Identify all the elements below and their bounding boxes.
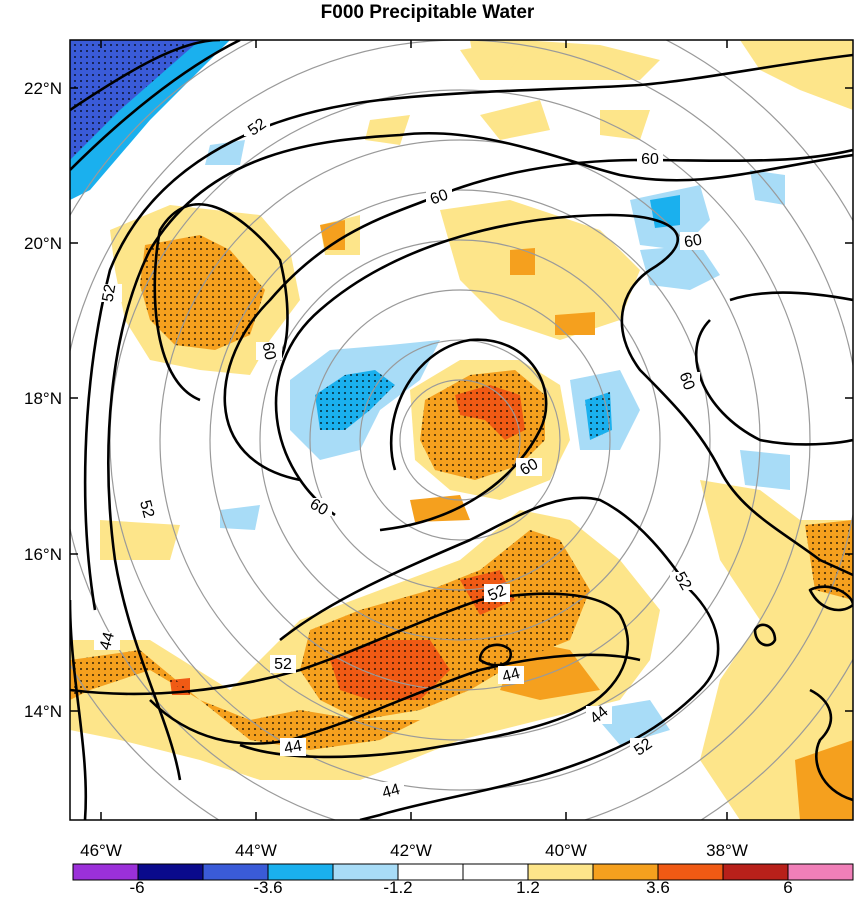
positive-anomaly-region (510, 248, 535, 275)
positive-anomaly-region (440, 200, 640, 340)
positive-anomaly-region (480, 100, 550, 140)
lon-label: 44°W (235, 841, 277, 860)
significance-stipple (70, 40, 853, 750)
colorbar-label: -1.2 (383, 878, 412, 897)
contour-label: 52 (486, 582, 509, 605)
positive-anomaly-region (470, 40, 530, 70)
positive-anomaly-region (740, 40, 853, 110)
contour-labels: 52 60 60 60 60 60 60 60 52 52 52 44 52 5… (94, 115, 706, 802)
stipple-region (70, 40, 200, 160)
contour-line (83, 53, 853, 611)
colorbar-labels: -6 -3.6 -1.2 1.2 3.6 6 (129, 878, 792, 897)
stipple-region (805, 520, 853, 600)
lon-label: 38°W (706, 841, 748, 860)
contour-line (729, 291, 853, 302)
lon-ticks (100, 40, 728, 820)
contour-label: 44 (283, 738, 304, 758)
contour-label: 52 (100, 283, 120, 304)
contour-line (70, 599, 88, 820)
negative-anomaly-region (740, 450, 790, 490)
contour-label: 44 (500, 665, 522, 686)
lat-label: 22°N (24, 79, 62, 98)
colorbar-swatch (137, 863, 204, 881)
lat-label: 14°N (24, 702, 62, 721)
positive-anomaly-region (600, 110, 650, 140)
colorbar-label: 1.2 (516, 878, 540, 897)
contour-line (70, 40, 241, 171)
contour-line (153, 203, 289, 402)
colorbar-label: 3.6 (646, 878, 670, 897)
stipple-region (70, 650, 420, 750)
colorbar (72, 863, 854, 881)
contour-label: 52 (671, 569, 695, 593)
lon-labels: 46°W 44°W 42°W 40°W 38°W (80, 841, 748, 860)
stipple-region (300, 530, 590, 720)
positive-anomaly-region (320, 220, 345, 250)
contour-line (379, 338, 548, 532)
contour-line (478, 643, 513, 667)
negative-anomaly-region (750, 170, 785, 205)
lat-ticks (70, 87, 853, 712)
plot-frame (69, 39, 854, 821)
map-title: F000 Precipitable Water (320, 2, 535, 23)
positive-anomaly-region (365, 115, 410, 145)
contour-label: 44 (380, 781, 402, 802)
map-plot-area: 52 60 60 60 60 60 60 60 52 52 52 44 52 5… (70, 40, 853, 820)
contour-label: 60 (517, 456, 541, 480)
range-ring (109, 89, 811, 791)
lat-label: 18°N (24, 389, 62, 408)
negative-anomaly-region (640, 245, 720, 290)
positive-anomaly-region (410, 495, 470, 522)
contour-line (274, 213, 853, 577)
stipple-region (420, 370, 545, 480)
range-ring (259, 239, 661, 641)
contour-label: 60 (675, 370, 697, 393)
contour-line (808, 585, 853, 612)
lat-labels: 22°N 20°N 18°N 16°N 14°N (24, 79, 62, 721)
lat-label: 20°N (24, 234, 62, 253)
colorbar-swatch (722, 863, 789, 881)
stipple-region (315, 370, 395, 430)
positive-anomaly-region (100, 520, 180, 560)
contour-label: 60 (428, 186, 451, 208)
range-ring (399, 379, 521, 501)
contour-label: 60 (641, 151, 659, 168)
range-ring (309, 289, 611, 591)
negative-anomaly-region (220, 505, 260, 530)
contour-line (70, 40, 221, 112)
lon-label: 46°W (80, 841, 122, 860)
positive-anomaly-region (555, 312, 595, 335)
contour-label: 60 (259, 341, 279, 362)
lat-label: 16°N (24, 545, 62, 564)
contour-line (149, 653, 641, 745)
contours (70, 40, 853, 820)
colorbar-label: 6 (783, 878, 792, 897)
stipple-region (140, 235, 265, 350)
range-ring (209, 189, 711, 691)
contour-line (694, 319, 853, 446)
contour-line (107, 131, 853, 781)
contour-line (809, 688, 853, 802)
contour-label: 60 (307, 496, 331, 520)
contour-label: 52 (274, 656, 292, 673)
colorbar-label: -3.6 (253, 878, 282, 897)
range-ring (359, 339, 561, 541)
contour-label: 60 (683, 232, 704, 252)
colorbar-swatch (72, 863, 139, 881)
negative-anomaly-region (205, 140, 245, 165)
contour-line (753, 623, 777, 647)
colorbar-swatch (787, 863, 854, 881)
lon-label: 42°W (390, 841, 432, 860)
contour-label: 52 (136, 498, 157, 520)
colorbar-label: -6 (129, 878, 144, 897)
contour-label: 44 (97, 630, 118, 652)
contour-line (70, 592, 630, 759)
lon-label: 40°W (545, 841, 587, 860)
